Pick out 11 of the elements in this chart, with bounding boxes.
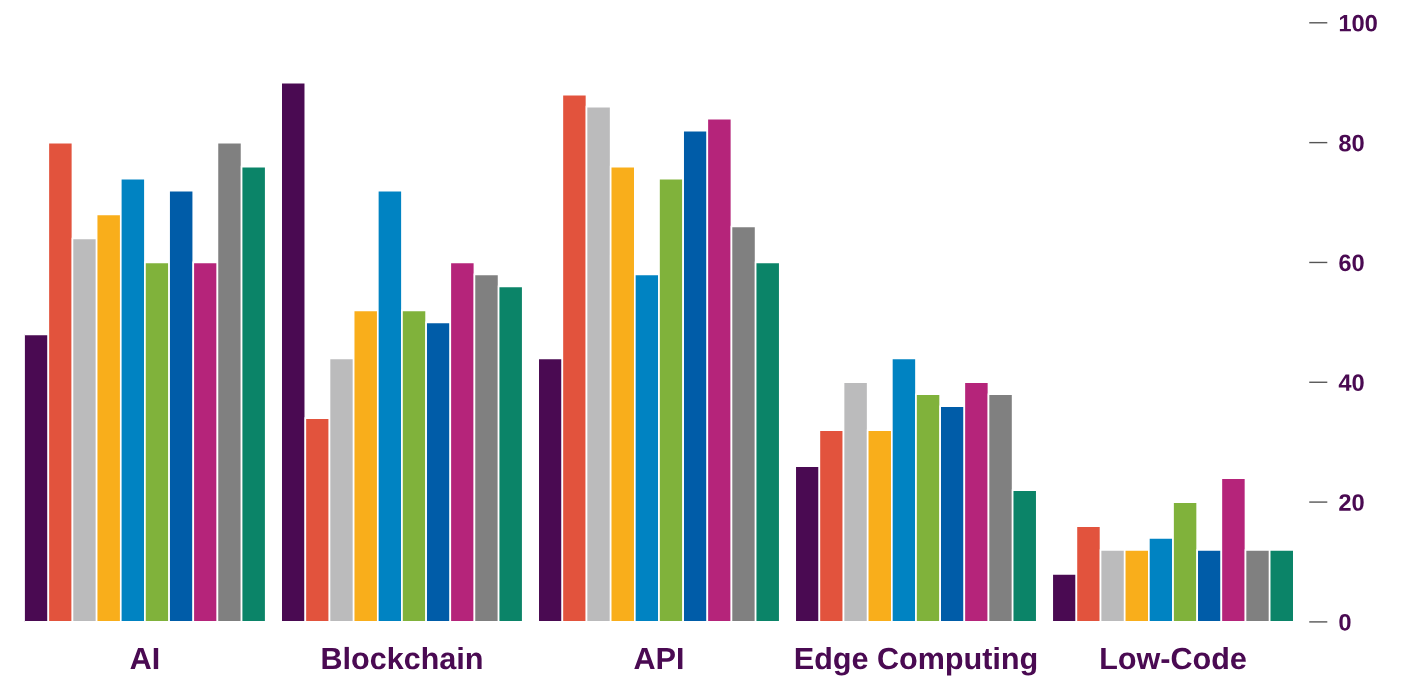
x-tick-label: AI — [130, 648, 159, 670]
y-tick-label: 0 — [1339, 613, 1351, 631]
y-tick-label: 20 — [1339, 494, 1364, 511]
x-tick-label: Low-Code — [1101, 646, 1246, 670]
y-tick-label: 60 — [1339, 254, 1364, 272]
x-tick-label: Blockchain — [322, 646, 482, 670]
x-tick-label: Edge Computing — [795, 646, 1037, 676]
y-tick-label: 80 — [1339, 134, 1364, 152]
y-tick-label: 100 — [1339, 14, 1377, 32]
x-tick-label: API — [634, 648, 683, 670]
y-tick-label: 40 — [1338, 374, 1364, 392]
